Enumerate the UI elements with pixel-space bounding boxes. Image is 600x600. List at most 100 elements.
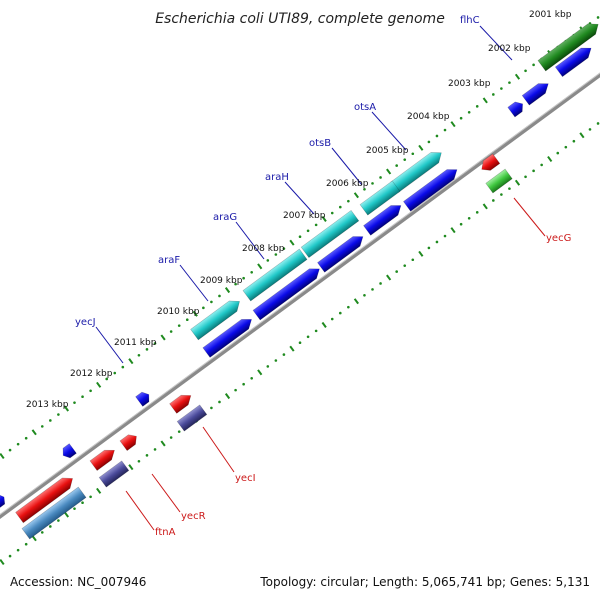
tick-minor xyxy=(314,329,318,333)
tick-minor xyxy=(298,341,302,345)
feature-cds-blue-shape xyxy=(403,169,458,212)
gene-label-yecj: yecJ xyxy=(75,317,96,328)
tick-minor xyxy=(145,454,149,457)
tick-minor xyxy=(379,282,382,285)
tick-minor xyxy=(73,401,76,404)
feature-cds-blue[interactable] xyxy=(135,390,153,407)
genome-backbone xyxy=(0,72,600,520)
feature-araf-bar[interactable] xyxy=(190,296,244,341)
tick-minor xyxy=(145,348,149,351)
feature-otsb-bar[interactable] xyxy=(359,180,401,216)
tick-major xyxy=(128,358,134,365)
feature-flhc-bar-shape xyxy=(537,23,599,72)
feature-flhc-bar[interactable] xyxy=(537,19,600,72)
tick-minor xyxy=(572,139,576,143)
feature-cds-red[interactable] xyxy=(15,473,77,524)
tick-major xyxy=(482,97,488,104)
tick-minor xyxy=(524,69,527,73)
feature-yecr-bar[interactable] xyxy=(98,460,130,488)
tick-major xyxy=(160,334,166,341)
tick-major xyxy=(192,310,198,317)
feature-otsb-bar-shape xyxy=(359,180,401,216)
feature-cds-blue[interactable] xyxy=(363,201,405,236)
tick-minor xyxy=(500,87,503,90)
feature-cds-blue[interactable] xyxy=(252,264,323,321)
feature-cds-red-shape xyxy=(119,434,137,451)
tick-minor xyxy=(234,388,237,392)
leader-araf xyxy=(179,264,209,302)
feature-cds-blue[interactable] xyxy=(202,315,255,358)
tick-major xyxy=(224,393,231,400)
tick-minor xyxy=(467,110,471,114)
tick-major xyxy=(257,369,263,376)
tick-minor xyxy=(524,175,527,179)
feature-cds-blue-shape xyxy=(554,47,592,78)
tick-minor xyxy=(475,211,479,214)
gene-label-yeci: yecI xyxy=(235,473,256,484)
kbp-label: 2012 kbp xyxy=(70,369,113,379)
tick-minor xyxy=(234,282,237,286)
feature-cds-blue[interactable] xyxy=(0,492,8,509)
tick-minor xyxy=(8,448,12,452)
feature-cds-blue[interactable] xyxy=(403,165,460,212)
tick-minor xyxy=(153,448,157,451)
tick-major xyxy=(353,192,359,199)
tick-minor xyxy=(500,193,503,196)
feature-ftna-bar[interactable] xyxy=(21,486,87,540)
feature-cds-red[interactable] xyxy=(169,391,195,414)
tick-minor xyxy=(210,300,213,304)
feature-arag-bar[interactable] xyxy=(242,248,308,302)
feature-cds-red[interactable] xyxy=(119,431,140,451)
gene-label-yecg: yecG xyxy=(546,233,571,244)
tick-minor xyxy=(169,330,173,333)
feature-cds-blue-shape xyxy=(507,101,523,118)
tick-major xyxy=(321,321,327,328)
leader-arag xyxy=(235,221,265,260)
tick-row-lower xyxy=(0,122,600,566)
tick-minor xyxy=(596,122,600,125)
tick-major xyxy=(418,250,424,257)
genome-title: Escherichia coli UTI89, complete genome xyxy=(155,11,445,27)
kbp-label: 2009 kbp xyxy=(200,276,243,286)
tick-major xyxy=(386,274,392,281)
leader-arah xyxy=(284,181,315,215)
tick-minor xyxy=(459,222,463,226)
tick-minor xyxy=(49,525,52,528)
tick-minor xyxy=(492,93,495,96)
tick-major xyxy=(224,287,231,294)
tick-minor xyxy=(330,317,334,321)
tick-minor xyxy=(40,425,44,428)
leader-yecr xyxy=(151,473,181,513)
feature-cds-blue[interactable] xyxy=(521,79,552,106)
tick-minor xyxy=(73,507,76,510)
tick-minor xyxy=(8,554,12,558)
feature-cds-blue[interactable] xyxy=(554,43,594,78)
tick-minor xyxy=(137,353,141,357)
tick-major xyxy=(386,168,392,175)
tick-major xyxy=(63,405,70,412)
tick-major xyxy=(0,558,5,566)
tick-minor xyxy=(564,145,568,149)
feature-cds-red[interactable] xyxy=(478,153,501,174)
feature-cds-blue[interactable] xyxy=(317,232,367,273)
feature-cds-red[interactable] xyxy=(89,445,118,471)
feature-cds-blue[interactable] xyxy=(507,99,526,118)
tick-minor xyxy=(338,205,342,209)
feature-cds-blue[interactable] xyxy=(60,443,77,461)
tick-major xyxy=(257,263,263,270)
tick-minor xyxy=(266,259,270,262)
feature-arah-bar[interactable] xyxy=(300,209,360,259)
feature-yeci-bar[interactable] xyxy=(176,404,208,432)
feature-cds-blue-shape xyxy=(202,319,252,358)
tick-minor xyxy=(24,436,28,440)
tick-minor xyxy=(177,430,181,433)
tick-minor xyxy=(338,311,342,315)
feature-yecg-bar[interactable] xyxy=(485,168,513,194)
tick-minor xyxy=(81,501,84,505)
gene-label-otsa: otsA xyxy=(354,102,376,113)
tick-major xyxy=(450,227,456,234)
tick-minor xyxy=(395,270,398,273)
feature-cds-blue-shape xyxy=(252,268,320,321)
tick-major xyxy=(514,73,521,80)
